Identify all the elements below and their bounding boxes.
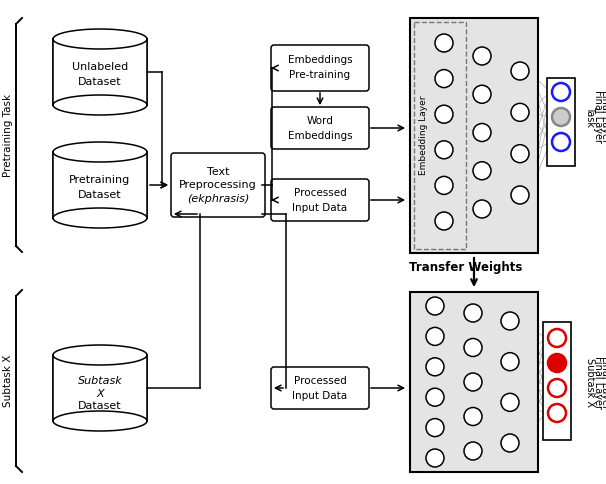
Circle shape — [435, 212, 453, 230]
Text: Subtask X: Subtask X — [3, 355, 13, 407]
Circle shape — [548, 329, 566, 347]
Text: Task
Final Layer: Task Final Layer — [600, 91, 606, 143]
Text: Subtask X: Subtask X — [585, 358, 595, 407]
FancyBboxPatch shape — [271, 107, 369, 149]
Circle shape — [501, 434, 519, 452]
Ellipse shape — [53, 29, 147, 49]
Text: Unlabeled: Unlabeled — [72, 62, 128, 72]
Circle shape — [435, 34, 453, 52]
Ellipse shape — [53, 345, 147, 365]
Text: Text: Text — [207, 167, 229, 177]
Text: Input Data: Input Data — [293, 391, 348, 401]
Circle shape — [464, 442, 482, 460]
Text: Dataset: Dataset — [78, 77, 122, 87]
FancyBboxPatch shape — [171, 153, 265, 217]
Bar — [414, 22, 466, 249]
FancyBboxPatch shape — [271, 45, 369, 91]
Text: Task: Task — [585, 106, 595, 127]
Circle shape — [511, 103, 529, 121]
Circle shape — [464, 373, 482, 391]
Circle shape — [473, 200, 491, 218]
Ellipse shape — [53, 208, 147, 228]
Bar — [53, 39, 147, 105]
Circle shape — [435, 141, 453, 159]
Text: Dataset: Dataset — [78, 401, 122, 411]
Ellipse shape — [53, 142, 147, 162]
Bar — [53, 355, 147, 421]
Text: Dataset: Dataset — [78, 190, 122, 200]
Circle shape — [426, 358, 444, 376]
Bar — [410, 292, 538, 472]
Text: Processed: Processed — [294, 376, 347, 386]
Circle shape — [473, 123, 491, 141]
Circle shape — [548, 354, 566, 372]
Text: Embeddings: Embeddings — [288, 131, 352, 141]
Circle shape — [511, 186, 529, 204]
Text: Input Data: Input Data — [293, 203, 348, 213]
Circle shape — [501, 393, 519, 411]
Text: X: X — [96, 389, 104, 399]
Circle shape — [548, 379, 566, 397]
Circle shape — [426, 419, 444, 437]
Circle shape — [473, 47, 491, 65]
Text: Transfer Weights: Transfer Weights — [409, 261, 522, 274]
Text: Final Layer: Final Layer — [593, 356, 603, 408]
Bar — [53, 152, 147, 218]
Circle shape — [426, 327, 444, 346]
Circle shape — [426, 449, 444, 467]
Bar — [547, 78, 575, 166]
Circle shape — [426, 388, 444, 406]
Text: Embedding Layer: Embedding Layer — [419, 96, 428, 175]
Text: Word: Word — [307, 116, 333, 126]
Circle shape — [473, 162, 491, 180]
Text: Processed: Processed — [294, 188, 347, 198]
FancyBboxPatch shape — [271, 367, 369, 409]
Circle shape — [464, 338, 482, 357]
Circle shape — [552, 83, 570, 101]
Circle shape — [501, 353, 519, 371]
Circle shape — [473, 85, 491, 103]
Text: Pretraining: Pretraining — [69, 175, 131, 185]
Bar — [410, 18, 538, 253]
Circle shape — [464, 304, 482, 322]
Ellipse shape — [53, 411, 147, 431]
Circle shape — [435, 70, 453, 88]
Circle shape — [426, 297, 444, 315]
Circle shape — [511, 145, 529, 163]
Text: Pretraining Task: Pretraining Task — [3, 93, 13, 177]
Circle shape — [435, 176, 453, 195]
Circle shape — [511, 62, 529, 80]
Text: Subtask: Subtask — [78, 376, 122, 386]
Circle shape — [501, 312, 519, 330]
Text: Preprocessing: Preprocessing — [179, 180, 257, 190]
Circle shape — [548, 404, 566, 422]
Ellipse shape — [53, 95, 147, 115]
Text: Subtask X
Final Layer: Subtask X Final Layer — [600, 356, 606, 408]
Circle shape — [435, 105, 453, 123]
Text: Final Layer: Final Layer — [593, 91, 603, 143]
Circle shape — [552, 108, 570, 126]
Text: Embeddings: Embeddings — [288, 55, 352, 65]
Circle shape — [552, 133, 570, 151]
Text: (ekphrasis): (ekphrasis) — [187, 194, 249, 204]
Bar — [543, 322, 571, 440]
FancyBboxPatch shape — [271, 179, 369, 221]
Text: Pre-training: Pre-training — [290, 70, 350, 80]
Circle shape — [464, 408, 482, 425]
